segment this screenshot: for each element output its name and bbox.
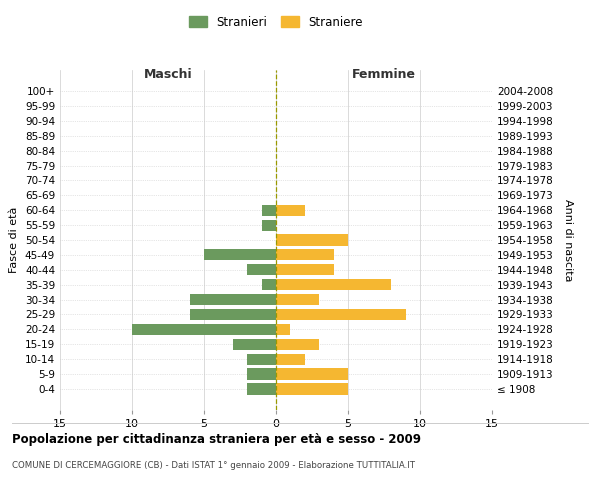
Text: COMUNE DI CERCEMAGGIORE (CB) - Dati ISTAT 1° gennaio 2009 - Elaborazione TUTTITA: COMUNE DI CERCEMAGGIORE (CB) - Dati ISTA… xyxy=(12,460,415,469)
Y-axis label: Fasce di età: Fasce di età xyxy=(10,207,19,273)
Bar xyxy=(276,384,348,394)
Bar xyxy=(276,264,334,276)
Bar xyxy=(276,234,348,246)
Bar xyxy=(247,384,276,394)
Bar xyxy=(276,250,334,260)
Bar xyxy=(247,354,276,365)
Bar xyxy=(276,368,348,380)
Bar xyxy=(276,294,319,305)
Text: Femmine: Femmine xyxy=(352,68,416,80)
Bar xyxy=(190,294,276,305)
Bar xyxy=(262,204,276,216)
Text: Popolazione per cittadinanza straniera per età e sesso - 2009: Popolazione per cittadinanza straniera p… xyxy=(12,432,421,446)
Bar xyxy=(247,368,276,380)
Bar xyxy=(276,279,391,290)
Bar xyxy=(276,338,319,350)
Bar xyxy=(233,338,276,350)
Bar xyxy=(204,250,276,260)
Bar xyxy=(190,309,276,320)
Bar xyxy=(262,279,276,290)
Bar xyxy=(247,264,276,276)
Bar xyxy=(276,324,290,335)
Bar xyxy=(132,324,276,335)
Y-axis label: Anni di nascita: Anni di nascita xyxy=(563,198,573,281)
Bar xyxy=(276,204,305,216)
Bar xyxy=(276,309,406,320)
Text: Maschi: Maschi xyxy=(143,68,193,80)
Legend: Stranieri, Straniere: Stranieri, Straniere xyxy=(184,11,368,34)
Bar xyxy=(276,354,305,365)
Bar xyxy=(262,220,276,230)
